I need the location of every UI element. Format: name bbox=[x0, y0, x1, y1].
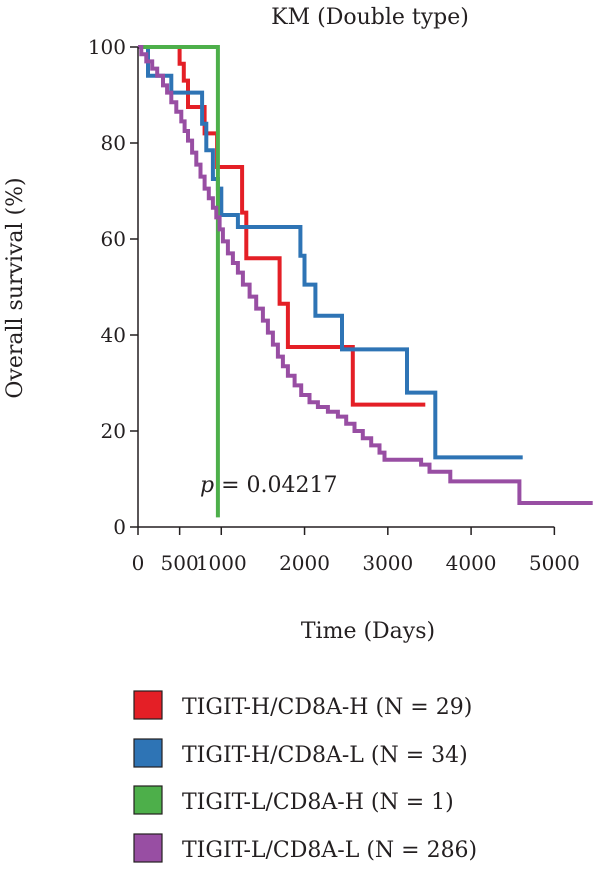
series-line-3 bbox=[138, 45, 220, 518]
x-axis-label: Time (Days) bbox=[301, 619, 435, 644]
x-tick-label: 500 bbox=[161, 551, 199, 575]
y-tick-label: 20 bbox=[101, 419, 126, 443]
series-line-2 bbox=[138, 45, 523, 460]
legend-swatch bbox=[133, 833, 163, 863]
y-axis-ticks: 0 20 40 60 80 100 bbox=[88, 35, 138, 539]
y-axis-label: Overall survival (%) bbox=[3, 177, 28, 398]
y-tick-label: 80 bbox=[101, 131, 126, 155]
legend: TIGIT-H/CD8A-H (N = 29) TIGIT-H/CD8A-L (N… bbox=[133, 690, 477, 863]
legend-label: TIGIT-H/CD8A-H (N = 29) bbox=[182, 695, 472, 720]
chart-title: KM (Double type) bbox=[271, 5, 469, 30]
x-tick-label: 0 bbox=[132, 551, 145, 575]
series-line-4 bbox=[138, 45, 593, 505]
legend-swatch bbox=[133, 738, 163, 768]
legend-label: TIGIT-L/CD8A-H (N = 1) bbox=[182, 790, 454, 815]
y-tick-label: 40 bbox=[101, 323, 126, 347]
y-tick-label: 0 bbox=[113, 515, 126, 539]
legend-label: TIGIT-H/CD8A-L (N = 34) bbox=[182, 743, 468, 768]
legend-swatch bbox=[133, 690, 163, 720]
x-tick-label: 2000 bbox=[279, 551, 330, 575]
legend-swatch bbox=[133, 785, 163, 815]
x-tick-label: 4000 bbox=[446, 551, 497, 575]
x-tick-label: 3000 bbox=[362, 551, 413, 575]
x-tick-label: 1000 bbox=[196, 551, 247, 575]
p-value-text: = 0.04217 bbox=[214, 473, 337, 498]
p-value-annotation: p = 0.04217 bbox=[200, 473, 338, 498]
x-tick-label: 5000 bbox=[529, 551, 580, 575]
series-line-1 bbox=[138, 45, 426, 407]
survival-curves bbox=[138, 45, 593, 518]
legend-label: TIGIT-L/CD8A-L (N = 286) bbox=[182, 838, 477, 863]
p-value-symbol: p bbox=[200, 473, 214, 498]
y-tick-label: 100 bbox=[88, 35, 126, 59]
y-tick-label: 60 bbox=[101, 227, 126, 251]
